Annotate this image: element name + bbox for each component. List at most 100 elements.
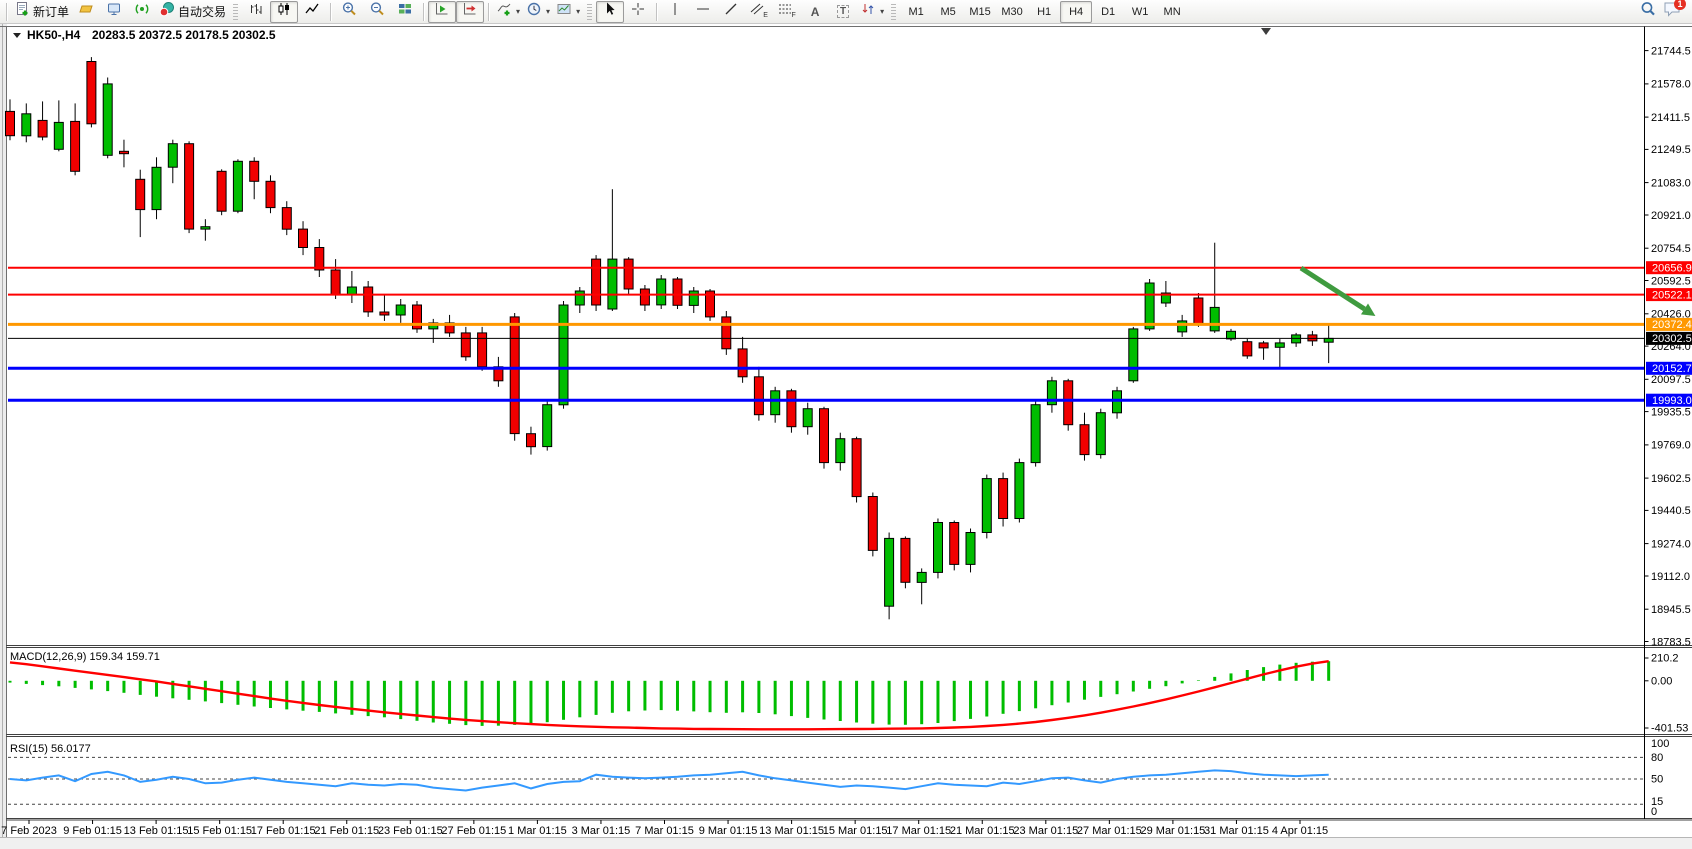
bar-chart-button[interactable]	[242, 1, 270, 23]
svg-text:19602.5: 19602.5	[1651, 473, 1691, 485]
chart-title[interactable]: HK50-,H4 20283.5 20372.5 20178.5 20302.5	[13, 28, 276, 42]
timeframe-w1-button[interactable]: W1	[1131, 5, 1149, 18]
svg-text:210.2: 210.2	[1651, 653, 1679, 665]
trend-arrow-annotation[interactable]	[1299, 265, 1376, 317]
horizontal-level-lines[interactable]	[8, 266, 1644, 402]
timeframe-h4-button[interactable]: H4	[1060, 0, 1093, 23]
indicators-button[interactable]: ▾	[493, 1, 523, 23]
timeframe-m1-button[interactable]: M1	[908, 5, 924, 18]
chart-shift-marker[interactable]	[1261, 28, 1271, 35]
tile-windows-button[interactable]	[391, 1, 419, 23]
price-axis[interactable]: 21744.5 21578.0 21411.5 21249.5 21083.0 20921…	[1644, 45, 1691, 648]
svg-text:21744.5: 21744.5	[1651, 45, 1691, 57]
cursor-tool-button[interactable]	[596, 0, 625, 23]
svg-text:20522.1: 20522.1	[1652, 289, 1692, 301]
navigator-icon	[106, 1, 122, 22]
timeframe-m5-button[interactable]: M5	[940, 5, 956, 18]
fibonacci-tool-button[interactable]: F	[773, 1, 801, 23]
svg-text:9 Mar 01:15: 9 Mar 01:15	[699, 825, 758, 837]
svg-text:20426.0: 20426.0	[1651, 309, 1691, 321]
svg-text:31 Mar 01:15: 31 Mar 01:15	[1204, 825, 1269, 837]
svg-text:20152.7: 20152.7	[1652, 363, 1692, 375]
chart-shift-icon	[462, 1, 478, 22]
rsi-panel[interactable]: RSI(15) 56.0177 100 80 50 150	[8, 738, 1669, 818]
svg-text:0.00: 0.00	[1651, 675, 1672, 687]
templates-button[interactable]: ▾	[553, 1, 583, 23]
svg-text:21083.0: 21083.0	[1651, 177, 1691, 189]
navigator-button[interactable]	[100, 1, 128, 23]
new-order-label: 新订单	[33, 5, 70, 19]
chevron-down-icon: ▾	[576, 7, 581, 16]
svg-text:15 Feb 01:15: 15 Feb 01:15	[187, 825, 252, 837]
svg-text:80: 80	[1651, 752, 1663, 764]
text-label-tool-button[interactable]: T	[829, 1, 857, 23]
svg-text:9 Feb 01:15: 9 Feb 01:15	[63, 825, 122, 837]
periods-button[interactable]: ▾	[523, 1, 553, 23]
horizontal-line-icon	[695, 1, 711, 22]
chevron-down-icon: ▾	[880, 7, 885, 16]
line-chart-button[interactable]	[298, 1, 326, 23]
auto-scroll-button[interactable]	[428, 0, 457, 23]
notification-badge: 1	[1674, 0, 1686, 10]
signals-icon	[134, 1, 150, 22]
chart-background	[0, 24, 1692, 849]
notifications-button[interactable]: 1	[1662, 0, 1686, 23]
search-icon	[1639, 0, 1657, 23]
new-order-icon	[14, 1, 30, 22]
svg-text:27 Mar 01:15: 27 Mar 01:15	[1077, 825, 1142, 837]
svg-text:20656.9: 20656.9	[1652, 263, 1692, 275]
text-tool-icon: A	[810, 4, 820, 19]
text-label-tool-icon: T	[837, 5, 850, 18]
arrows-icon	[860, 1, 876, 22]
market-watch-icon	[78, 1, 94, 22]
crosshair-tool-button[interactable]	[624, 1, 652, 23]
macd-label: MACD(12,26,9) 159.34 159.71	[10, 651, 160, 663]
market-watch-button[interactable]	[72, 1, 100, 23]
search-button[interactable]	[1634, 1, 1662, 23]
channel-tool-button[interactable]: E	[745, 1, 773, 23]
svg-text:19274.0: 19274.0	[1651, 538, 1691, 550]
horizontal-line-tool-button[interactable]	[689, 1, 717, 23]
timeframe-d1-button[interactable]: D1	[1101, 5, 1116, 18]
price-line-labels: 20656.9 20522.1 20372.4 20302.5 20152.7 19993…	[1646, 261, 1692, 407]
candlestick-chart-button[interactable]	[270, 0, 299, 23]
zoom-out-button[interactable]	[363, 1, 391, 23]
timeframe-mn-button[interactable]: MN	[1163, 5, 1181, 18]
candles-layer[interactable]	[5, 57, 1334, 620]
signals-button[interactable]	[128, 1, 156, 23]
trendline-tool-button[interactable]	[717, 1, 745, 23]
price-chart-canvas[interactable]: 21744.5 21578.0 21411.5 21249.5 21083.0 20921…	[0, 24, 1692, 849]
toolbar-grip	[891, 3, 897, 20]
text-tool-button[interactable]: A	[801, 1, 829, 23]
candlestick-chart-icon	[276, 1, 292, 22]
panel-borders	[6, 26, 1692, 821]
chart-shift-button[interactable]	[456, 0, 485, 23]
timeframe-m15-button[interactable]: M15	[969, 5, 991, 18]
auto-scroll-icon	[434, 1, 450, 22]
vertical-line-tool-button[interactable]	[661, 1, 689, 23]
svg-text:20754.5: 20754.5	[1651, 243, 1691, 255]
arrows-tool-button[interactable]: ▾	[857, 1, 887, 23]
trendline-icon	[723, 1, 739, 22]
chevron-down-icon: ▾	[516, 7, 521, 16]
svg-text:19112.0: 19112.0	[1651, 571, 1690, 583]
zoom-in-button[interactable]	[335, 1, 363, 23]
svg-text:19440.5: 19440.5	[1651, 505, 1691, 517]
svg-text:13 Mar 01:15: 13 Mar 01:15	[759, 825, 824, 837]
svg-text:15 Mar 01:15: 15 Mar 01:15	[823, 825, 888, 837]
toolbar-grip	[587, 3, 593, 20]
indicators-icon	[496, 1, 512, 22]
timeframe-m30-button[interactable]: M30	[1001, 5, 1023, 18]
clock-icon	[526, 1, 542, 22]
svg-text:20592.5: 20592.5	[1651, 275, 1691, 287]
svg-text:13 Feb 01:15: 13 Feb 01:15	[124, 825, 189, 837]
vertical-line-icon	[667, 1, 683, 22]
autotrading-button[interactable]: 自动交易	[156, 1, 229, 23]
new-order-button[interactable]: 新订单	[11, 1, 72, 23]
svg-text:23 Feb 01:15: 23 Feb 01:15	[378, 825, 443, 837]
macd-panel[interactable]: MACD(12,26,9) 159.34 159.71 210.2 0.00 -401…	[8, 651, 1688, 735]
autotrading-icon	[159, 1, 175, 22]
timeframe-h1-button[interactable]: H1	[1037, 5, 1052, 18]
svg-text:17 Mar 01:15: 17 Mar 01:15	[886, 825, 951, 837]
